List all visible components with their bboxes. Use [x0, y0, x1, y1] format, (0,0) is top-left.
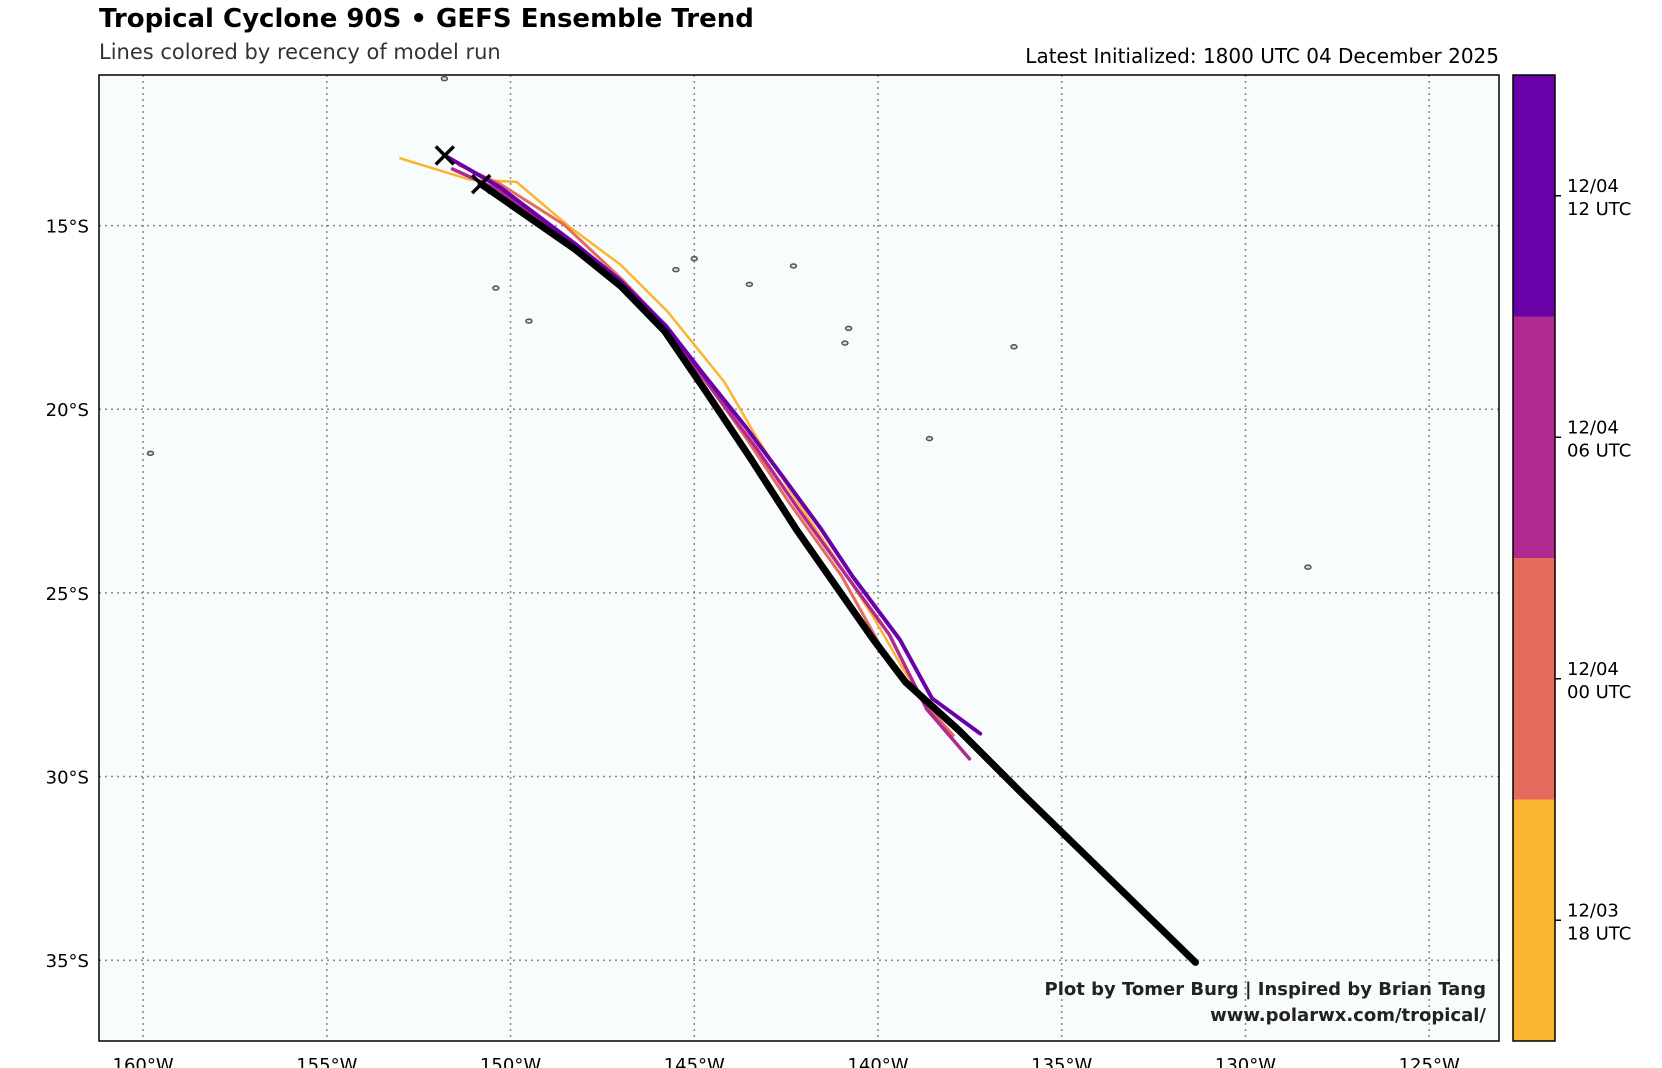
colorbar-label-date: 12/03 [1567, 900, 1619, 921]
island-outline [841, 340, 849, 346]
island-outline [672, 266, 680, 273]
colorbar-segment [1513, 799, 1555, 1041]
credit-line-1: Plot by Tomer Burg | Inspired by Brian T… [1045, 979, 1486, 1000]
y-tick-label: 20°S [46, 400, 89, 421]
track-line [477, 180, 1199, 966]
x-tick-label: 125°W [1399, 1055, 1460, 1068]
plot-background [99, 75, 1499, 1041]
credit-line-2: www.polarwx.com/tropical/ [1210, 1005, 1486, 1026]
colorbar-label-time: 06 UTC [1567, 440, 1631, 461]
chart-title: Tropical Cyclone 90S • GEFS Ensemble Tre… [99, 4, 754, 34]
x-tick-label: 135°W [1031, 1055, 1092, 1068]
start-x-marker [470, 173, 492, 195]
island-outline [525, 318, 533, 324]
colorbar-frame [1512, 74, 1556, 1042]
x-tick-label: 130°W [1215, 1055, 1276, 1068]
island-outline [492, 285, 500, 291]
colorbar-segment [1513, 558, 1555, 800]
island-outline [789, 263, 798, 269]
island-outline [1010, 344, 1018, 350]
colorbar-segment [1513, 75, 1555, 317]
colorbar-label-date: 12/04 [1567, 417, 1619, 438]
y-tick-label: 15°S [46, 217, 89, 238]
track-line [442, 153, 983, 736]
colorbar-label-time: 00 UTC [1567, 682, 1631, 703]
colorbar-label-time: 18 UTC [1567, 923, 1631, 944]
plot-frame [98, 74, 1500, 1042]
y-tick-label: 30°S [46, 768, 89, 789]
x-tick-label: 145°W [664, 1055, 725, 1068]
x-tick-label: 160°W [113, 1055, 174, 1068]
island-outline [925, 435, 934, 442]
start-x-marker [434, 145, 456, 166]
colorbar-label-date: 12/04 [1567, 659, 1619, 680]
island-outline [844, 325, 853, 332]
island-outline [745, 281, 754, 288]
initialized-time: Latest Initialized: 1800 UTC 04 December… [1025, 44, 1499, 68]
colorbar-label-date: 12/04 [1567, 176, 1619, 197]
chart-subtitle: Lines colored by recency of model run [99, 40, 501, 64]
island-outline [690, 255, 699, 262]
colorbar-segment [1513, 316, 1555, 558]
x-tick-label: 150°W [480, 1055, 541, 1068]
island-outline [1304, 564, 1312, 570]
island-outline [146, 450, 155, 457]
colorbar-label-time: 12 UTC [1567, 199, 1631, 220]
y-tick-label: 35°S [46, 951, 89, 972]
island-outline [440, 75, 449, 82]
y-tick-label: 25°S [46, 584, 89, 605]
x-tick-label: 140°W [847, 1055, 908, 1068]
track-line [399, 157, 942, 727]
x-tick-label: 155°W [296, 1055, 357, 1068]
